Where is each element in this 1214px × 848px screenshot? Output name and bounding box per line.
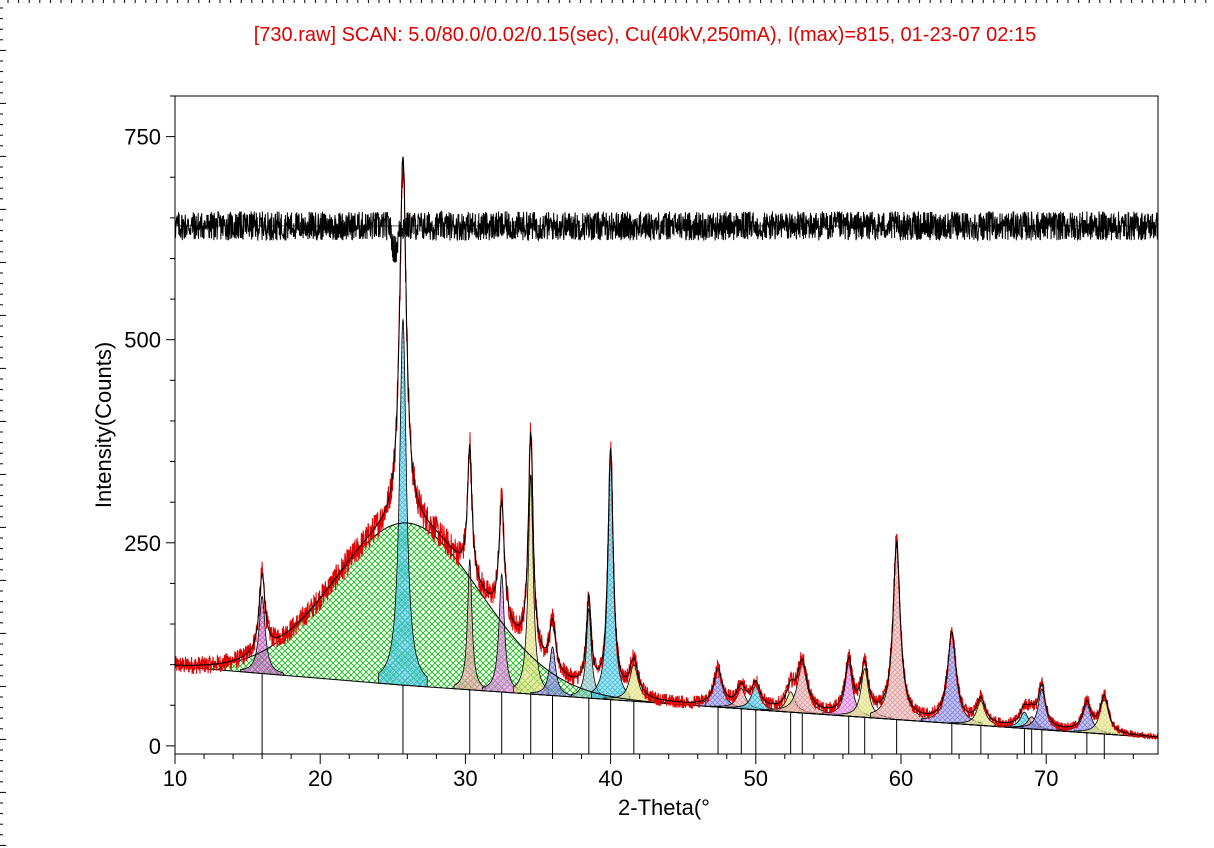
- x-tick-label: 10: [163, 766, 187, 791]
- x-tick-label: 40: [598, 766, 622, 791]
- plot-frame: [174, 95, 1159, 755]
- y-tick-label: 250: [124, 531, 161, 556]
- y-tick-label: 500: [124, 328, 161, 353]
- chart-title: [730.raw] SCAN: 5.0/80.0/0.02/0.15(sec),…: [253, 24, 1037, 46]
- residual-line: [174, 210, 1159, 263]
- profile-lines: [174, 156, 1159, 741]
- x-tick-label: 30: [453, 766, 477, 791]
- peak-fill: [870, 544, 924, 722]
- x-tick-label: 50: [744, 766, 768, 791]
- peak-fill: [591, 455, 631, 702]
- x-tick-label: 60: [889, 766, 913, 791]
- y-tick-label: 0: [149, 734, 161, 759]
- x-tick-label: 70: [1034, 766, 1058, 791]
- fitted-pattern-line: [175, 156, 1159, 738]
- y-tick-label: 750: [124, 125, 161, 150]
- axes: 10 20 30 40 50 60 70 0 250 500 750: [124, 95, 1134, 791]
- peak-sticks: [261, 673, 1105, 754]
- x-axis-label: 2-Theta(°: [618, 795, 710, 820]
- x-tick-label: 20: [308, 766, 332, 791]
- peak-fills: [175, 318, 1158, 738]
